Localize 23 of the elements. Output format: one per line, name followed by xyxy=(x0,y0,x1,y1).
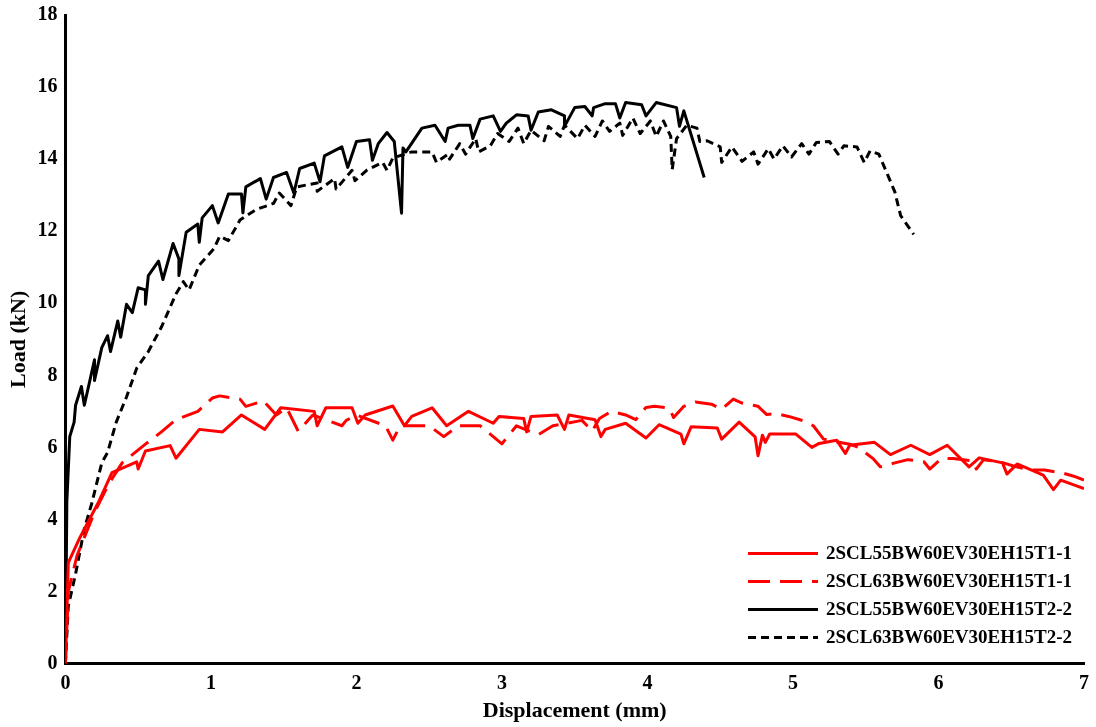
x-tick-label: 2 xyxy=(351,670,362,693)
y-tick-label: 6 xyxy=(47,434,58,457)
legend-label: 2SCL63BW60EV30EH15T1-1 xyxy=(826,569,1072,591)
legend-label: 2SCL55BW60EV30EH15T1-1 xyxy=(826,541,1072,563)
x-tick-label: 6 xyxy=(933,670,944,693)
x-tick-label: 1 xyxy=(205,670,216,693)
y-tick-label: 10 xyxy=(37,290,58,313)
x-tick-label: 4 xyxy=(642,670,653,693)
legend-label: 2SCL55BW60EV30EH15T2-2 xyxy=(826,597,1072,619)
y-tick-label: 18 xyxy=(37,2,58,25)
y-tick-label: 12 xyxy=(37,218,58,241)
x-tick-label: 5 xyxy=(787,670,798,693)
y-tick-label: 2 xyxy=(47,578,58,601)
x-axis-title: Displacement (mm) xyxy=(482,697,667,723)
x-tick-label: 3 xyxy=(496,670,507,693)
y-tick-label: 0 xyxy=(47,650,58,673)
legend-label: 2SCL63BW60EV30EH15T2-2 xyxy=(826,625,1072,647)
y-tick-label: 16 xyxy=(37,74,58,97)
y-tick-label: 8 xyxy=(47,362,58,385)
y-axis-title: Load (kN) xyxy=(4,290,30,388)
y-tick-label: 4 xyxy=(47,506,58,529)
x-tick-label: 7 xyxy=(1079,670,1089,693)
y-tick-label: 14 xyxy=(37,146,58,169)
